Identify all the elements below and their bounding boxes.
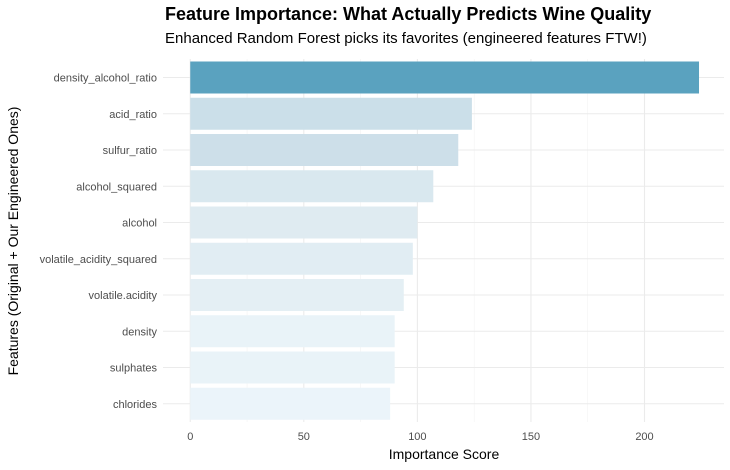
x-tick-label: 150 [522, 431, 540, 443]
bar-alcohol [190, 206, 418, 239]
chart-subtitle: Enhanced Random Forest picks its favorit… [165, 30, 647, 47]
y-tick-label: sulfur_ratio [103, 145, 157, 157]
chart-title: Feature Importance: What Actually Predic… [165, 4, 652, 24]
y-tick-label: chlorides [113, 399, 158, 411]
y-tick-label: density [122, 326, 157, 338]
bar-density_alcohol_ratio [190, 61, 700, 94]
x-axis-title: Importance Score [389, 446, 500, 462]
x-tick-label: 200 [635, 431, 653, 443]
y-tick-label: alcohol [122, 218, 157, 230]
bars [190, 61, 700, 420]
bar-volatile_acidity_squared [190, 242, 413, 275]
y-axis-title: Features (Original + Our Engineered Ones… [5, 107, 21, 376]
x-tick-label: 50 [298, 431, 310, 443]
y-tick-label: alcohol_squared [76, 181, 157, 193]
bar-sulphates [190, 351, 395, 384]
y-tick-label: sulphates [110, 363, 158, 375]
bar-sulfur_ratio [190, 134, 459, 166]
bar-chlorides [190, 387, 391, 420]
y-tick-label: volatile_acidity_squared [40, 254, 157, 266]
bar-acid_ratio [190, 97, 472, 130]
bar-alcohol_squared [190, 170, 434, 203]
y-tick-label: acid_ratio [109, 109, 157, 121]
x-tick-labels: 0 50 100 150 200 [187, 431, 653, 443]
bar-volatile.acidity [190, 279, 404, 311]
y-tick-label: volatile.acidity [89, 290, 158, 302]
y-tick-label: density_alcohol_ratio [54, 73, 157, 85]
y-tick-labels: density_alcohol_ratio acid_ratio sulfur_ra… [40, 73, 158, 411]
x-tick-label: 100 [408, 431, 426, 443]
bar-density [190, 315, 395, 348]
x-tick-label: 0 [187, 431, 193, 443]
